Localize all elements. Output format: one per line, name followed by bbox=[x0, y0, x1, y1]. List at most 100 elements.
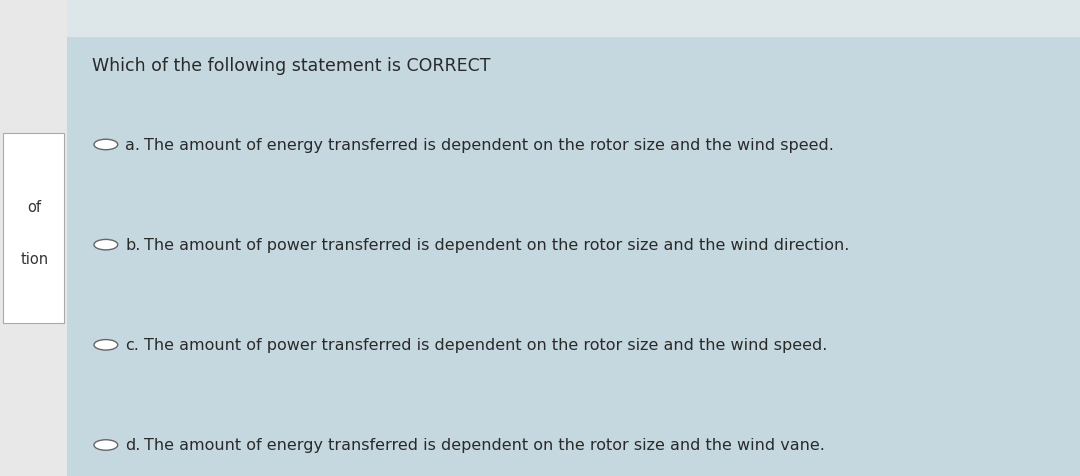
Polygon shape bbox=[904, 0, 1080, 476]
Polygon shape bbox=[240, 0, 721, 476]
Text: tion: tion bbox=[21, 252, 49, 267]
Polygon shape bbox=[56, 0, 537, 476]
FancyBboxPatch shape bbox=[0, 38, 1080, 476]
Polygon shape bbox=[912, 0, 1080, 476]
Polygon shape bbox=[120, 0, 600, 476]
Polygon shape bbox=[264, 0, 745, 476]
Polygon shape bbox=[0, 0, 289, 476]
Polygon shape bbox=[400, 0, 881, 476]
Polygon shape bbox=[512, 0, 993, 476]
Polygon shape bbox=[0, 0, 129, 476]
Polygon shape bbox=[0, 0, 257, 476]
Polygon shape bbox=[592, 0, 1074, 476]
Polygon shape bbox=[0, 0, 201, 476]
Polygon shape bbox=[848, 0, 1080, 476]
Text: of: of bbox=[28, 199, 41, 215]
Text: Which of the following statement is CORRECT: Which of the following statement is CORR… bbox=[92, 57, 490, 75]
Polygon shape bbox=[1056, 0, 1080, 476]
FancyBboxPatch shape bbox=[0, 0, 67, 476]
Polygon shape bbox=[960, 0, 1080, 476]
Polygon shape bbox=[104, 0, 585, 476]
Circle shape bbox=[94, 140, 118, 150]
Polygon shape bbox=[800, 0, 1080, 476]
Polygon shape bbox=[320, 0, 801, 476]
Polygon shape bbox=[472, 0, 953, 476]
Text: c.: c. bbox=[125, 337, 139, 353]
Polygon shape bbox=[1072, 0, 1080, 476]
Polygon shape bbox=[832, 0, 1080, 476]
Polygon shape bbox=[712, 0, 1080, 476]
Polygon shape bbox=[160, 0, 642, 476]
Polygon shape bbox=[0, 0, 465, 476]
FancyBboxPatch shape bbox=[3, 133, 64, 324]
Polygon shape bbox=[0, 0, 297, 476]
Polygon shape bbox=[303, 0, 785, 476]
Polygon shape bbox=[0, 0, 369, 476]
Polygon shape bbox=[96, 0, 577, 476]
Polygon shape bbox=[1008, 0, 1080, 476]
Polygon shape bbox=[528, 0, 1009, 476]
Polygon shape bbox=[0, 0, 457, 476]
Polygon shape bbox=[816, 0, 1080, 476]
Polygon shape bbox=[0, 0, 168, 476]
Polygon shape bbox=[872, 0, 1080, 476]
Polygon shape bbox=[664, 0, 1080, 476]
Polygon shape bbox=[48, 0, 529, 476]
Polygon shape bbox=[272, 0, 753, 476]
Polygon shape bbox=[951, 0, 1080, 476]
Polygon shape bbox=[0, 0, 121, 476]
Polygon shape bbox=[184, 0, 665, 476]
Polygon shape bbox=[880, 0, 1080, 476]
Polygon shape bbox=[792, 0, 1080, 476]
Polygon shape bbox=[768, 0, 1080, 476]
Text: b.: b. bbox=[125, 238, 140, 253]
Polygon shape bbox=[496, 0, 977, 476]
Text: a.: a. bbox=[125, 138, 140, 153]
Polygon shape bbox=[0, 0, 305, 476]
Polygon shape bbox=[448, 0, 929, 476]
Polygon shape bbox=[280, 0, 761, 476]
Polygon shape bbox=[200, 0, 681, 476]
Polygon shape bbox=[312, 0, 793, 476]
Polygon shape bbox=[576, 0, 1057, 476]
Polygon shape bbox=[936, 0, 1080, 476]
Polygon shape bbox=[248, 0, 729, 476]
Polygon shape bbox=[16, 0, 497, 476]
Polygon shape bbox=[456, 0, 937, 476]
Polygon shape bbox=[0, 0, 33, 476]
Polygon shape bbox=[0, 0, 105, 476]
Polygon shape bbox=[0, 0, 281, 476]
Text: The amount of power transferred is dependent on the rotor size and the wind dire: The amount of power transferred is depen… bbox=[144, 238, 849, 253]
Polygon shape bbox=[0, 0, 161, 476]
Polygon shape bbox=[648, 0, 1080, 476]
Polygon shape bbox=[480, 0, 961, 476]
Polygon shape bbox=[0, 0, 313, 476]
Polygon shape bbox=[568, 0, 1049, 476]
Polygon shape bbox=[464, 0, 945, 476]
Polygon shape bbox=[424, 0, 905, 476]
Polygon shape bbox=[0, 0, 73, 476]
Polygon shape bbox=[744, 0, 1080, 476]
Polygon shape bbox=[0, 0, 337, 476]
Polygon shape bbox=[0, 0, 345, 476]
Polygon shape bbox=[0, 0, 441, 476]
Polygon shape bbox=[352, 0, 833, 476]
Polygon shape bbox=[112, 0, 593, 476]
Polygon shape bbox=[376, 0, 858, 476]
Polygon shape bbox=[0, 0, 81, 476]
Polygon shape bbox=[0, 0, 57, 476]
Polygon shape bbox=[0, 0, 225, 476]
Polygon shape bbox=[1032, 0, 1080, 476]
Polygon shape bbox=[80, 0, 561, 476]
Polygon shape bbox=[0, 0, 377, 476]
Polygon shape bbox=[0, 0, 353, 476]
Polygon shape bbox=[392, 0, 873, 476]
Polygon shape bbox=[0, 0, 41, 476]
Circle shape bbox=[94, 440, 118, 450]
Polygon shape bbox=[296, 0, 777, 476]
Polygon shape bbox=[656, 0, 1080, 476]
Polygon shape bbox=[0, 0, 65, 476]
Polygon shape bbox=[0, 0, 361, 476]
Polygon shape bbox=[0, 0, 217, 476]
Polygon shape bbox=[993, 0, 1080, 476]
